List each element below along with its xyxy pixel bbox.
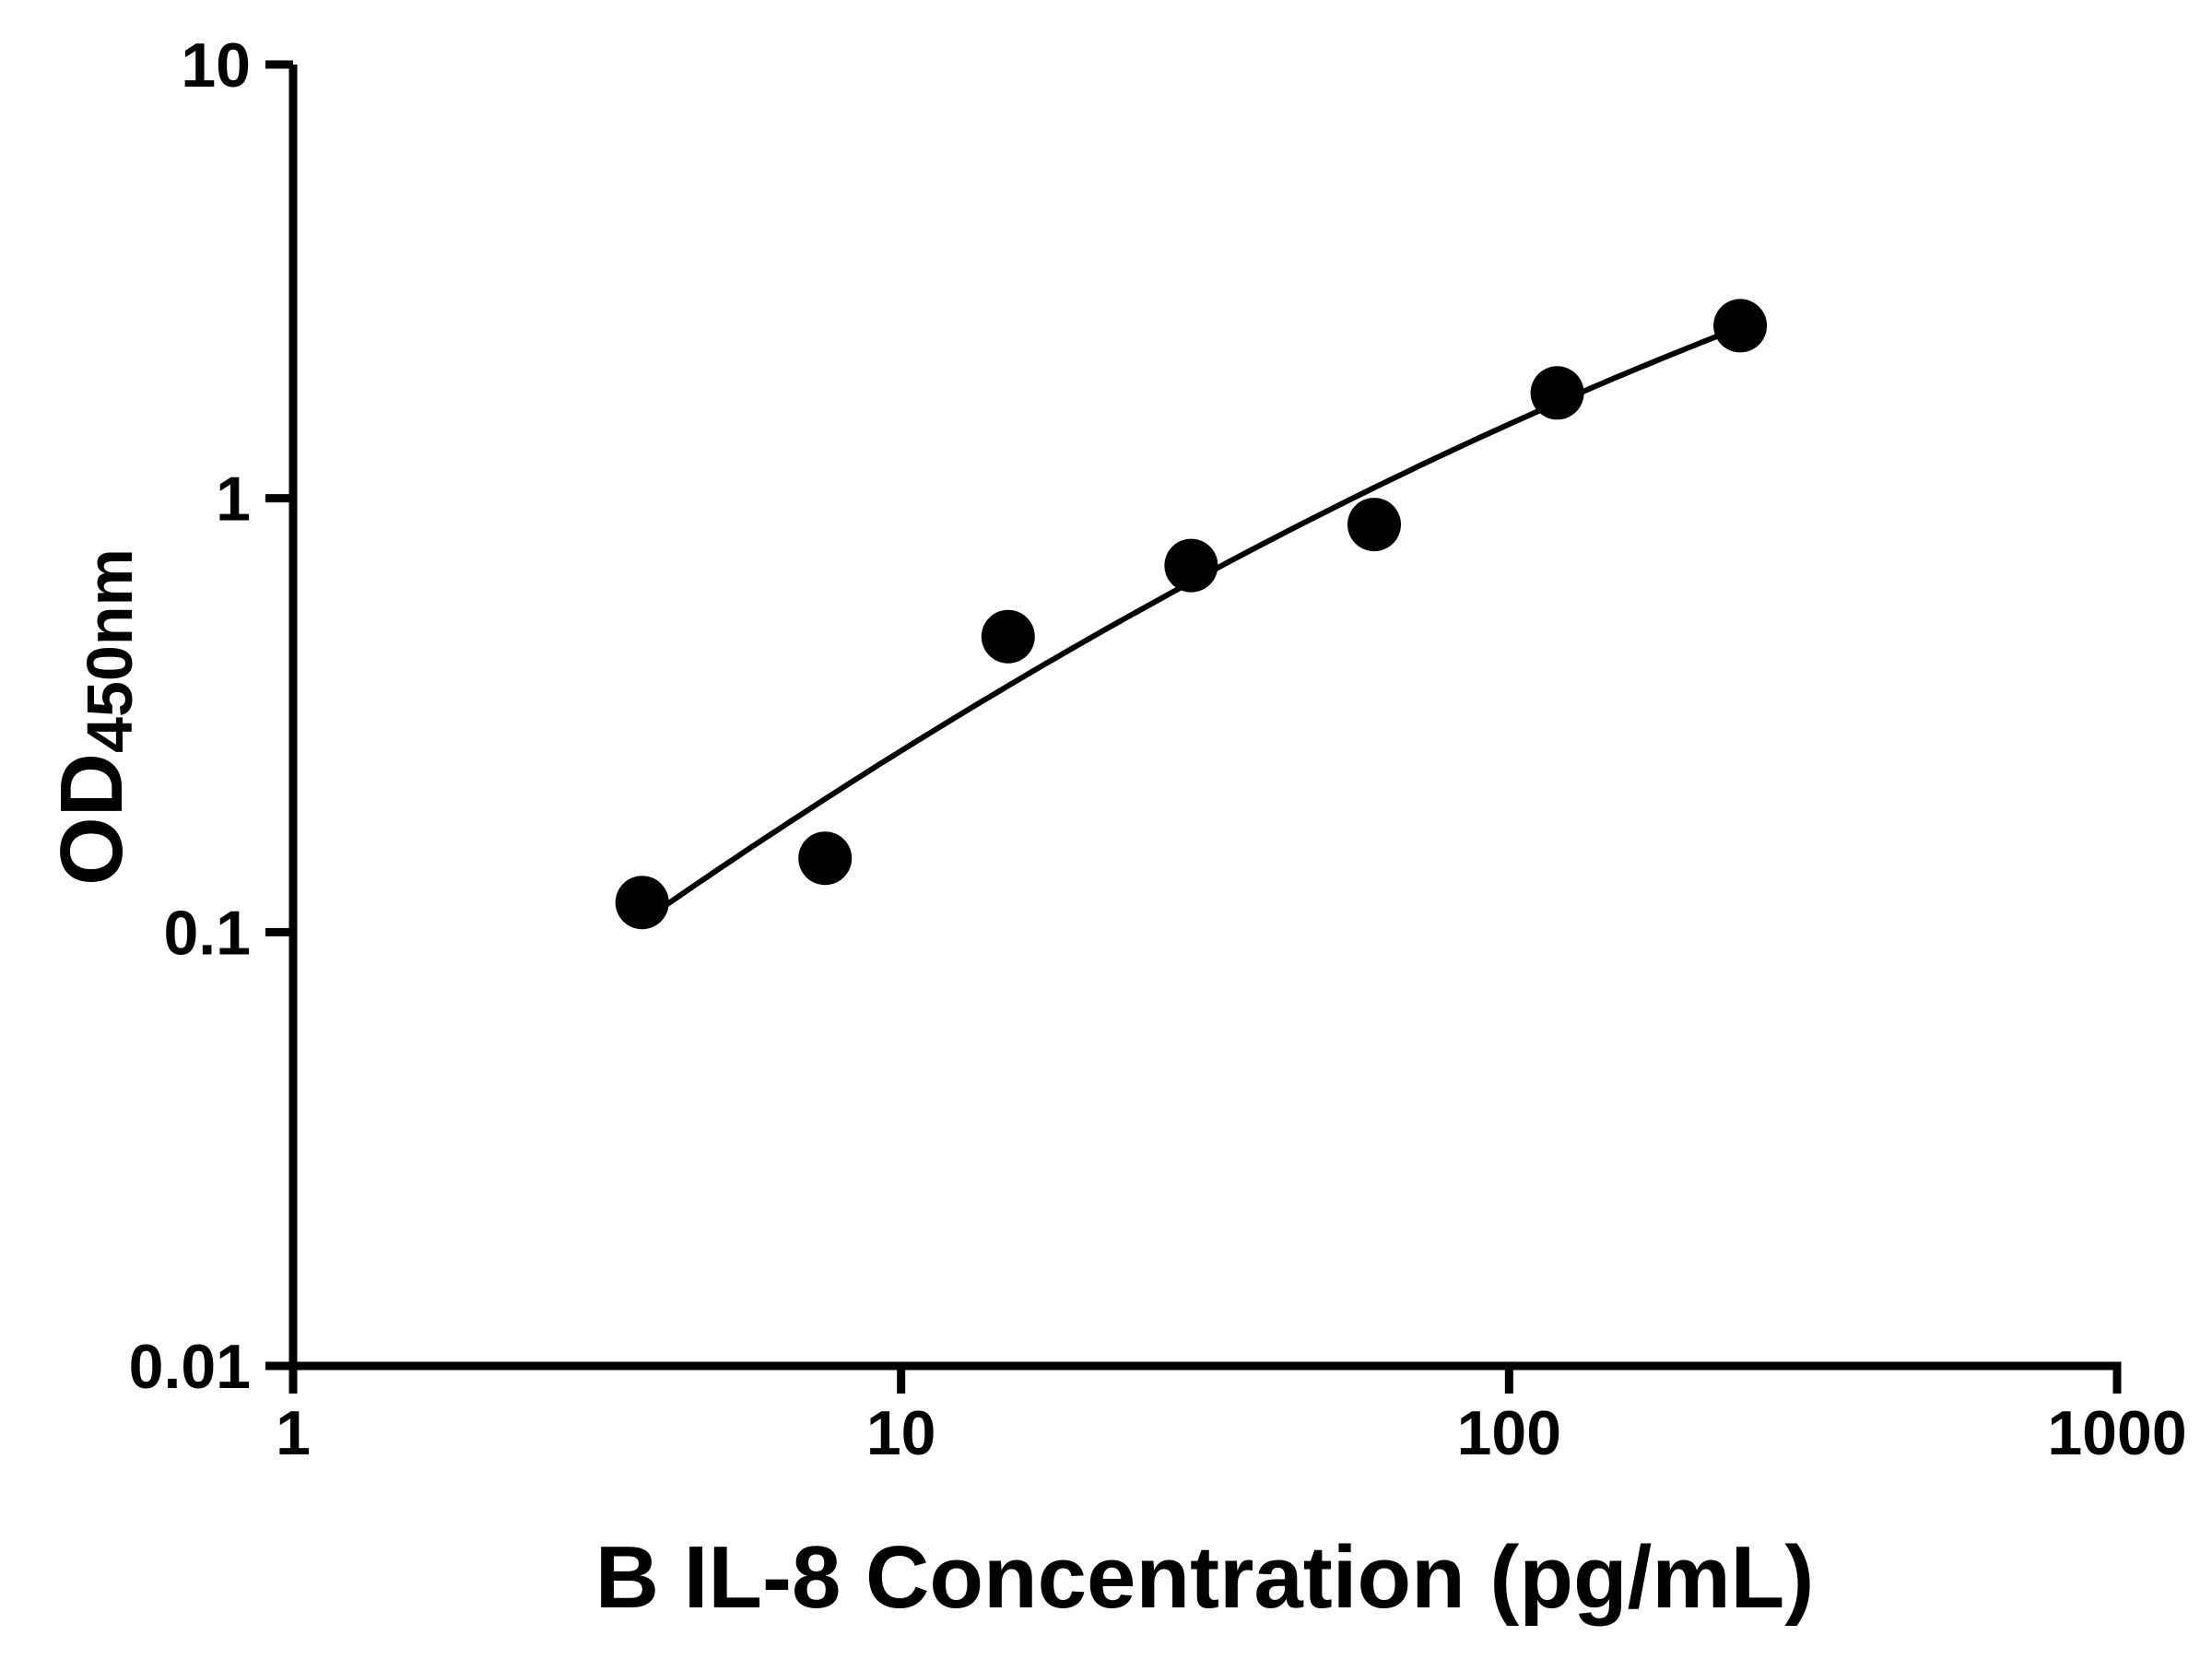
y-tick-label: 10 [181,30,251,100]
x-tick-label: 100 [1457,1398,1561,1468]
axes [288,65,2122,1371]
data-point [798,831,853,886]
fit-curve [640,324,1742,924]
y-axis-title-sub: 450nm [74,548,147,753]
data-point [981,609,1035,664]
data-point [1713,299,1768,353]
y-tick-label: 0.1 [163,898,251,968]
data-point [615,876,669,930]
y-tick-label: 0.01 [129,1332,251,1402]
y-axis-title: OD450nm [41,548,147,886]
y-tick-label: 1 [216,465,251,535]
data-point [1530,366,1584,420]
tick-labels: 1 10 100 1000 10 1 0.1 0.01 [129,30,2187,1468]
y-axis-title-main: OD [42,752,141,886]
x-axis-title: B IL-8 Concentration (pg/mL) [594,1528,1815,1627]
tick-marks [265,60,2122,1394]
x-tick-label: 10 [866,1398,936,1468]
x-tick-label: 1 [276,1398,311,1468]
x-tick-label: 1000 [2047,1398,2186,1468]
data-point [1164,538,1218,593]
data-points [615,299,1768,930]
data-point [1347,498,1401,552]
